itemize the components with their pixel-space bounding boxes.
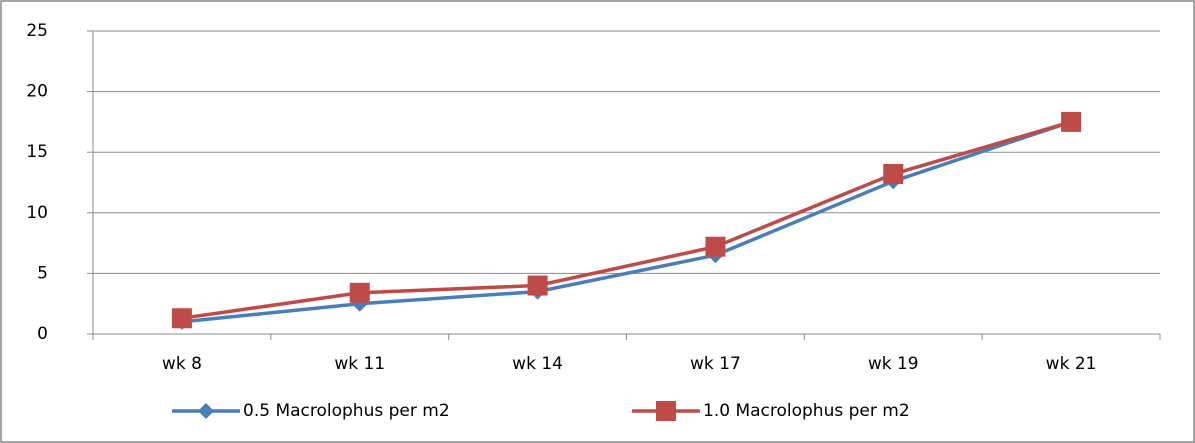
x-tick-label: wk 14 (512, 354, 563, 374)
y-tick-label: 20 (26, 82, 48, 102)
legend-label: 1.0 Macrolophus per m2 (703, 401, 910, 421)
marker (527, 275, 548, 296)
x-tick-label: wk 11 (334, 354, 385, 374)
y-tick-label: 5 (37, 263, 48, 283)
marker (349, 282, 370, 303)
x-tick-label: wk 8 (162, 354, 202, 374)
marker (705, 236, 726, 257)
x-tick-label: wk 17 (690, 354, 741, 374)
y-tick-label: 10 (26, 203, 48, 223)
legend-label: 0.5 Macrolophus per m2 (243, 401, 450, 421)
series-line (181, 120, 1072, 320)
marker (1061, 111, 1082, 132)
legend-marker (198, 403, 214, 419)
marker (171, 308, 192, 329)
series-line (181, 120, 1072, 324)
x-tick-label: wk 21 (1046, 354, 1097, 374)
y-tick-label: 25 (26, 21, 48, 41)
y-tick-label: 0 (37, 324, 48, 344)
legend-marker (656, 401, 676, 421)
marker (883, 164, 904, 185)
y-tick-label: 15 (26, 142, 48, 162)
x-tick-label: wk 19 (868, 354, 919, 374)
